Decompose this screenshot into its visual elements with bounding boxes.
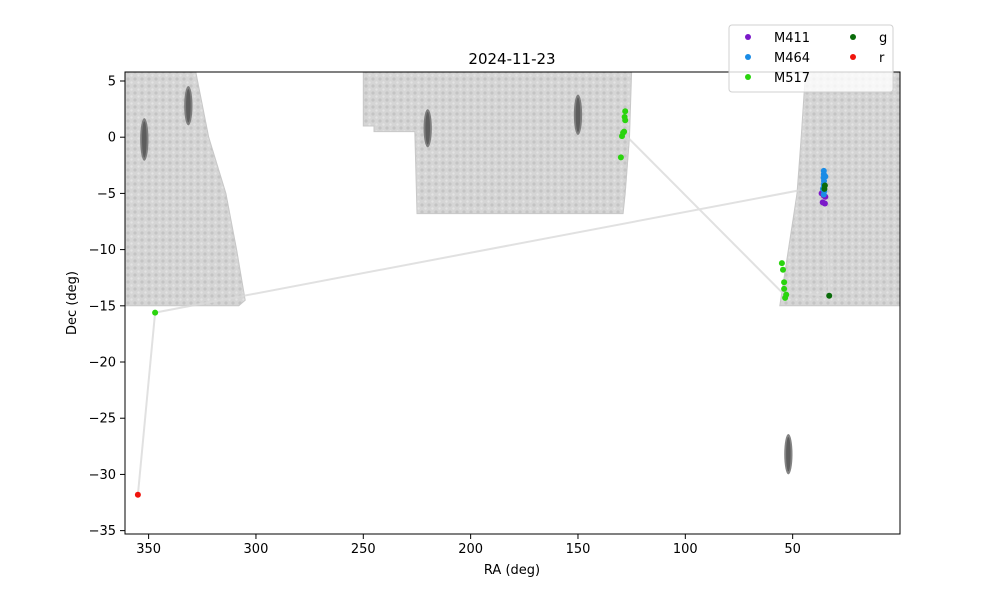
x-tick-label-150: 150 [566, 542, 591, 557]
legend-marker-M411 [745, 34, 751, 40]
legend-marker-g [850, 34, 856, 40]
plot-frame [124, 71, 901, 535]
legend-box [728, 24, 894, 93]
y-tick-label-0: 0 [108, 131, 116, 146]
chart-title: 2024-11-23 [468, 50, 555, 68]
x-tick-label-350: 350 [136, 542, 161, 557]
y-axis: 5 0 −5 −10 −15 −20 −25 −30 −35 [89, 74, 125, 539]
path-layer [136, 129, 831, 495]
point-M517-1 [622, 108, 629, 115]
footprint-region-0 [125, 72, 246, 307]
legend-label-M517: M517 [774, 71, 810, 86]
point-M517-9 [780, 266, 786, 273]
point-M517-6 [621, 128, 628, 135]
footprint-layer [125, 72, 900, 307]
y-tick-label--20: −20 [89, 356, 116, 371]
x-tick-label-50: 50 [784, 542, 801, 557]
x-axis: 350 300 250 200 150 100 50 [136, 534, 801, 557]
dense-patch-layer [140, 86, 793, 475]
point-M517-7 [617, 154, 624, 161]
point-M464-8 [822, 173, 829, 180]
legend-label-M411: M411 [774, 31, 810, 46]
point-M517-3 [622, 117, 629, 124]
x-axis-label: RA (deg) [484, 563, 540, 578]
x-tick-label-300: 300 [244, 542, 269, 557]
y-tick-label--5: −5 [97, 187, 116, 202]
y-tick-label--35: −35 [89, 524, 116, 539]
legend-label-M464: M464 [774, 51, 810, 66]
point-M517-8 [778, 260, 785, 267]
dense-patch-core-3 [575, 97, 581, 132]
y-tick-label--10: −10 [89, 243, 116, 258]
point-M517-5 [619, 133, 625, 140]
dense-patch-core-4 [786, 436, 791, 472]
point-r-0 [134, 491, 141, 498]
dense-patch-core-0 [142, 121, 147, 158]
point-M517-13 [782, 294, 789, 301]
legend-entries: M411 M464 M517 gr [745, 31, 887, 86]
y-axis-label: Dec (deg) [65, 271, 80, 335]
point-g-2 [826, 292, 833, 299]
point-M464-7 [820, 191, 827, 198]
x-tick-label-100: 100 [673, 542, 698, 557]
legend-marker-M464 [745, 54, 751, 60]
observation-path [136, 129, 831, 495]
legend-label-g: g [879, 31, 887, 46]
y-tick-label--15: −15 [89, 299, 116, 314]
x-tick-label-250: 250 [351, 542, 376, 557]
legend-marker-r [850, 54, 856, 60]
footprint-region-2 [779, 72, 900, 307]
legend: M411 M464 M517 gr [728, 24, 894, 93]
y-tick-label-5: 5 [108, 74, 116, 89]
point-M517-10 [781, 279, 788, 286]
point-M517-11 [781, 285, 788, 292]
legend-label-r: r [879, 51, 885, 66]
point-g-1 [821, 185, 828, 192]
point-M411-4 [821, 200, 828, 207]
footprint-region-1 [362, 72, 633, 215]
x-tick-label-200: 200 [458, 542, 483, 557]
legend-marker-M517 [745, 74, 751, 80]
point-M517-0 [152, 309, 159, 316]
y-tick-label--30: −30 [89, 468, 116, 483]
dense-patch-core-2 [425, 111, 430, 145]
dense-patch-core-1 [186, 89, 191, 123]
points-layer [134, 108, 833, 498]
y-tick-label--25: −25 [89, 412, 116, 427]
